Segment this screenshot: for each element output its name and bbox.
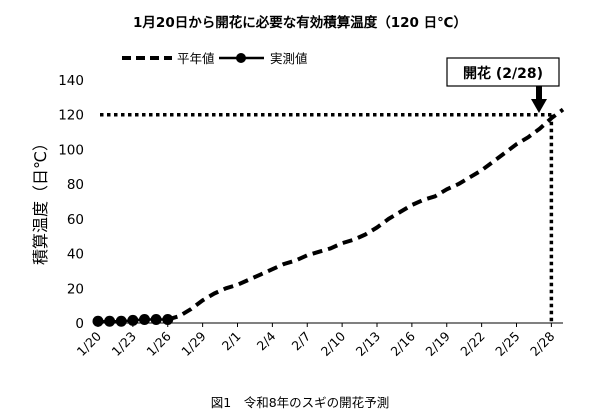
x-tick-label: 1/26 — [143, 328, 173, 358]
data-point-actual — [92, 315, 104, 327]
series-line-normal — [167, 107, 565, 322]
y-axis: 0 20 40 60 80 100 120 140 — [58, 73, 84, 332]
data-point-actual — [127, 314, 139, 326]
data-point-actual — [104, 315, 116, 327]
y-tick-label: 20 — [67, 281, 84, 297]
x-axis: 1/20 1/23 1/26 1/29 2/1 2/4 2/7 2/10 2/13 2/16 2/1… — [74, 323, 558, 359]
legend-marker-actual — [236, 53, 246, 63]
x-tick-label: 1/23 — [109, 329, 139, 359]
x-tick-label: 2/10 — [318, 328, 348, 358]
y-tick-label: 40 — [67, 247, 84, 263]
x-tick-label: 2/1 — [219, 329, 244, 354]
y-tick-label: 100 — [58, 142, 84, 158]
x-tick-label: 2/22 — [457, 329, 487, 359]
x-tick-label: 1/29 — [178, 328, 208, 358]
y-axis-label: 積算温度（日℃） — [31, 135, 50, 265]
figure-caption: 図1 令和8年のスギの開花予測 — [211, 395, 389, 410]
x-tick-label: 2/25 — [492, 329, 522, 359]
bloom-callout-arrow-head — [531, 99, 547, 113]
y-tick-label: 80 — [67, 177, 84, 193]
bloom-callout: 開花 (2/28) — [446, 57, 560, 113]
x-tick-label: 2/4 — [254, 328, 279, 353]
x-tick-label: 2/7 — [289, 329, 314, 354]
y-tick-label: 60 — [67, 212, 84, 228]
bloom-callout-label: 開花 (2/28) — [463, 65, 543, 82]
data-point-actual — [150, 314, 162, 326]
y-tick-label: 120 — [58, 108, 84, 124]
threshold-lines — [100, 112, 554, 323]
data-point-actual — [162, 314, 174, 326]
legend-label-normal: 平年値 — [177, 51, 215, 66]
y-tick-label: 0 — [75, 316, 84, 332]
x-tick-label: 2/13 — [353, 329, 383, 359]
x-tick-label: 2/16 — [388, 328, 418, 358]
x-tick-label: 2/19 — [422, 328, 452, 358]
data-point-actual — [115, 315, 127, 327]
x-tick-label: 1/20 — [74, 328, 104, 358]
data-point-actual — [139, 314, 150, 326]
legend-label-actual: 実測値 — [270, 51, 308, 66]
series-group — [92, 107, 565, 327]
legend: 平年値 実測値 — [122, 51, 308, 66]
chart-title: 1月20日から開花に必要な有効積算温度（120 日℃） — [133, 14, 467, 31]
x-tick-label: 2/28 — [527, 328, 557, 358]
bloom-callout-box — [446, 57, 560, 87]
y-tick-label: 140 — [58, 73, 84, 89]
